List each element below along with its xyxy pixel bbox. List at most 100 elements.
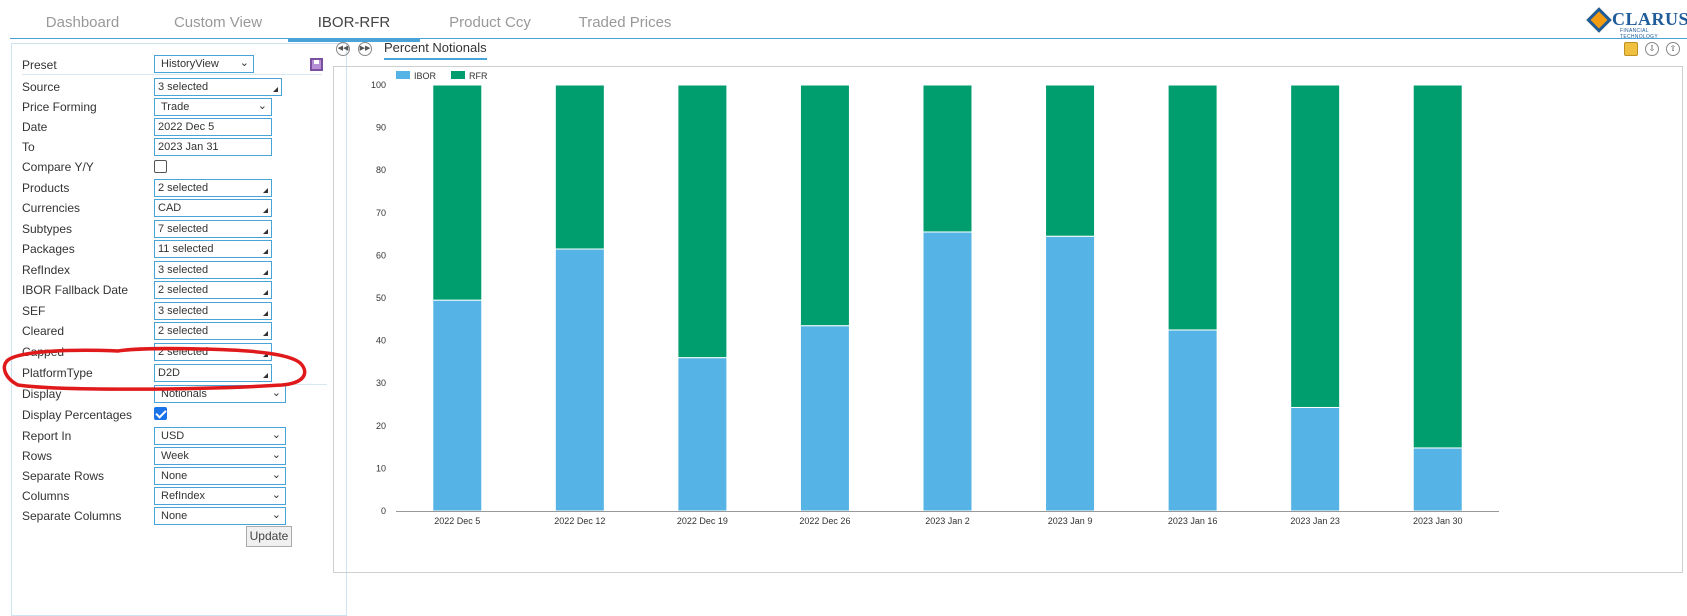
y-tick-label: 10 bbox=[376, 463, 386, 473]
report-in-value: USD bbox=[161, 430, 185, 442]
chart-toolbar: ◀◀ ▶▶ Percent Notionals ⇩ ⇧ bbox=[336, 40, 1687, 66]
to-label: To bbox=[22, 140, 35, 154]
source-value: 3 selected bbox=[158, 81, 209, 93]
products-value: 2 selected bbox=[158, 182, 209, 194]
bar-rfr bbox=[554, 84, 605, 250]
refindex-multiselect[interactable]: 3 selected bbox=[154, 261, 272, 279]
y-axis: 0 10 20 30 40 50 60 70 80 90 100 bbox=[371, 80, 386, 516]
y-tick-label: 30 bbox=[376, 378, 386, 388]
bar-rfr bbox=[1045, 84, 1096, 237]
date-input[interactable]: 2022 Dec 5 bbox=[154, 118, 272, 136]
source-multiselect[interactable]: 3 selected bbox=[154, 78, 282, 96]
display-percentages-checkbox[interactable] bbox=[154, 407, 167, 420]
x-tick-label: 2023 Jan 2 bbox=[925, 516, 970, 526]
rewind-icon[interactable]: ◀◀ bbox=[336, 42, 350, 56]
legend-swatch-ibor bbox=[396, 71, 410, 79]
y-tick-label: 80 bbox=[376, 165, 386, 175]
bar-ibor bbox=[1290, 406, 1341, 512]
chevron-down-icon: ⌄ bbox=[239, 57, 249, 69]
price-forming-label: Price Forming bbox=[22, 100, 97, 114]
packages-multiselect[interactable]: 11 selected bbox=[154, 240, 272, 258]
dropdown-triangle-icon bbox=[263, 188, 268, 193]
x-tick-label: 2022 Dec 5 bbox=[434, 516, 480, 526]
subtypes-multiselect[interactable]: 7 selected bbox=[154, 220, 272, 238]
tab-percent-notionals[interactable]: Percent Notionals bbox=[384, 40, 487, 60]
collapse-up-icon[interactable]: ⇧ bbox=[1666, 42, 1680, 56]
x-tick-label: 2022 Dec 12 bbox=[554, 516, 605, 526]
dropdown-triangle-icon bbox=[263, 290, 268, 295]
dropdown-triangle-icon bbox=[263, 249, 268, 254]
main-tab-bar: Dashboard Custom View IBOR-RFR Product C… bbox=[0, 0, 1687, 42]
chevron-down-icon: ⌄ bbox=[271, 387, 281, 399]
currencies-label: Currencies bbox=[22, 201, 81, 215]
tab-dashboard[interactable]: Dashboard bbox=[45, 14, 120, 31]
filter-panel: Preset HistoryView ⌄ Source 3 selected Pr… bbox=[11, 43, 347, 616]
logo-name: CLARUS bbox=[1612, 9, 1687, 29]
bar-ibor bbox=[1412, 447, 1463, 512]
tab-ibor-rfr[interactable]: IBOR-RFR bbox=[288, 14, 420, 42]
columns-value: RefIndex bbox=[161, 490, 206, 502]
date-label: Date bbox=[22, 120, 48, 134]
tab-underline bbox=[10, 38, 1687, 39]
bar-ibor bbox=[1167, 329, 1218, 512]
separate-columns-select[interactable]: None ⌄ bbox=[154, 507, 286, 525]
fast-forward-icon[interactable]: ▶▶ bbox=[358, 42, 372, 56]
dropdown-triangle-icon bbox=[263, 229, 268, 234]
cleared-multiselect[interactable]: 2 selected bbox=[154, 322, 272, 340]
bar-rfr bbox=[922, 84, 973, 233]
update-button[interactable]: Update bbox=[246, 526, 292, 547]
platform-type-label: PlatformType bbox=[22, 366, 93, 380]
bars bbox=[432, 84, 1463, 512]
to-date-input[interactable]: 2023 Jan 31 bbox=[154, 138, 272, 156]
save-icon[interactable] bbox=[310, 58, 323, 71]
preset-label: Preset bbox=[22, 58, 57, 72]
dropdown-triangle-icon bbox=[263, 208, 268, 213]
bar-ibor bbox=[677, 357, 728, 512]
bar-rfr bbox=[677, 84, 728, 359]
display-percentages-label: Display Percentages bbox=[22, 408, 133, 422]
legend-label-rfr: RFR bbox=[469, 71, 488, 81]
dropdown-triangle-icon bbox=[263, 311, 268, 316]
y-tick-label: 60 bbox=[376, 250, 386, 260]
dropdown-triangle-icon bbox=[263, 331, 268, 336]
preset-select[interactable]: HistoryView ⌄ bbox=[154, 55, 254, 73]
y-tick-label: 20 bbox=[376, 421, 386, 431]
rows-select[interactable]: Week ⌄ bbox=[154, 447, 286, 465]
tab-traded-prices[interactable]: Traded Prices bbox=[578, 14, 672, 31]
separate-rows-select[interactable]: None ⌄ bbox=[154, 467, 286, 485]
separate-columns-label: Separate Columns bbox=[22, 509, 122, 523]
separate-rows-label: Separate Rows bbox=[22, 469, 105, 483]
export-icon[interactable] bbox=[1624, 42, 1638, 56]
bar-rfr bbox=[1412, 84, 1463, 449]
ibor-fallback-label: IBOR Fallback Date bbox=[22, 283, 129, 297]
chart-panel: IBOR RFR 0 10 20 30 40 50 60 70 80 90 100 2022 Dec … bbox=[333, 66, 1683, 573]
platform-type-multiselect[interactable]: D2D bbox=[154, 364, 272, 382]
chevron-down-icon: ⌄ bbox=[271, 469, 281, 481]
packages-label: Packages bbox=[22, 242, 75, 256]
x-tick-label: 2023 Jan 23 bbox=[1290, 516, 1340, 526]
x-tick-label: 2023 Jan 30 bbox=[1413, 516, 1463, 526]
columns-select[interactable]: RefIndex ⌄ bbox=[154, 487, 286, 505]
collapse-down-icon[interactable]: ⇩ bbox=[1645, 42, 1659, 56]
bar-ibor bbox=[1045, 235, 1096, 512]
divider bbox=[287, 384, 327, 385]
separate-rows-value: None bbox=[161, 470, 188, 482]
tab-custom-view[interactable]: Custom View bbox=[173, 14, 263, 31]
x-tick-label: 2022 Dec 19 bbox=[677, 516, 728, 526]
y-tick-label: 100 bbox=[371, 80, 386, 90]
sef-multiselect[interactable]: 3 selected bbox=[154, 302, 272, 320]
sef-value: 3 selected bbox=[158, 305, 209, 317]
ibor-fallback-value: 2 selected bbox=[158, 284, 209, 296]
bar-rfr bbox=[432, 84, 483, 301]
ibor-fallback-multiselect[interactable]: 2 selected bbox=[154, 281, 272, 299]
price-forming-select[interactable]: Trade ⌄ bbox=[154, 98, 272, 116]
currencies-multiselect[interactable]: CAD bbox=[154, 199, 272, 217]
preset-value: HistoryView bbox=[161, 58, 219, 70]
bar-rfr bbox=[1167, 84, 1218, 331]
y-tick-label: 50 bbox=[376, 293, 386, 303]
separate-columns-value: None bbox=[161, 510, 188, 522]
tab-product-ccy[interactable]: Product Ccy bbox=[449, 14, 531, 31]
compare-yy-checkbox[interactable] bbox=[154, 160, 167, 173]
products-multiselect[interactable]: 2 selected bbox=[154, 179, 272, 197]
report-in-select[interactable]: USD ⌄ bbox=[154, 427, 286, 445]
